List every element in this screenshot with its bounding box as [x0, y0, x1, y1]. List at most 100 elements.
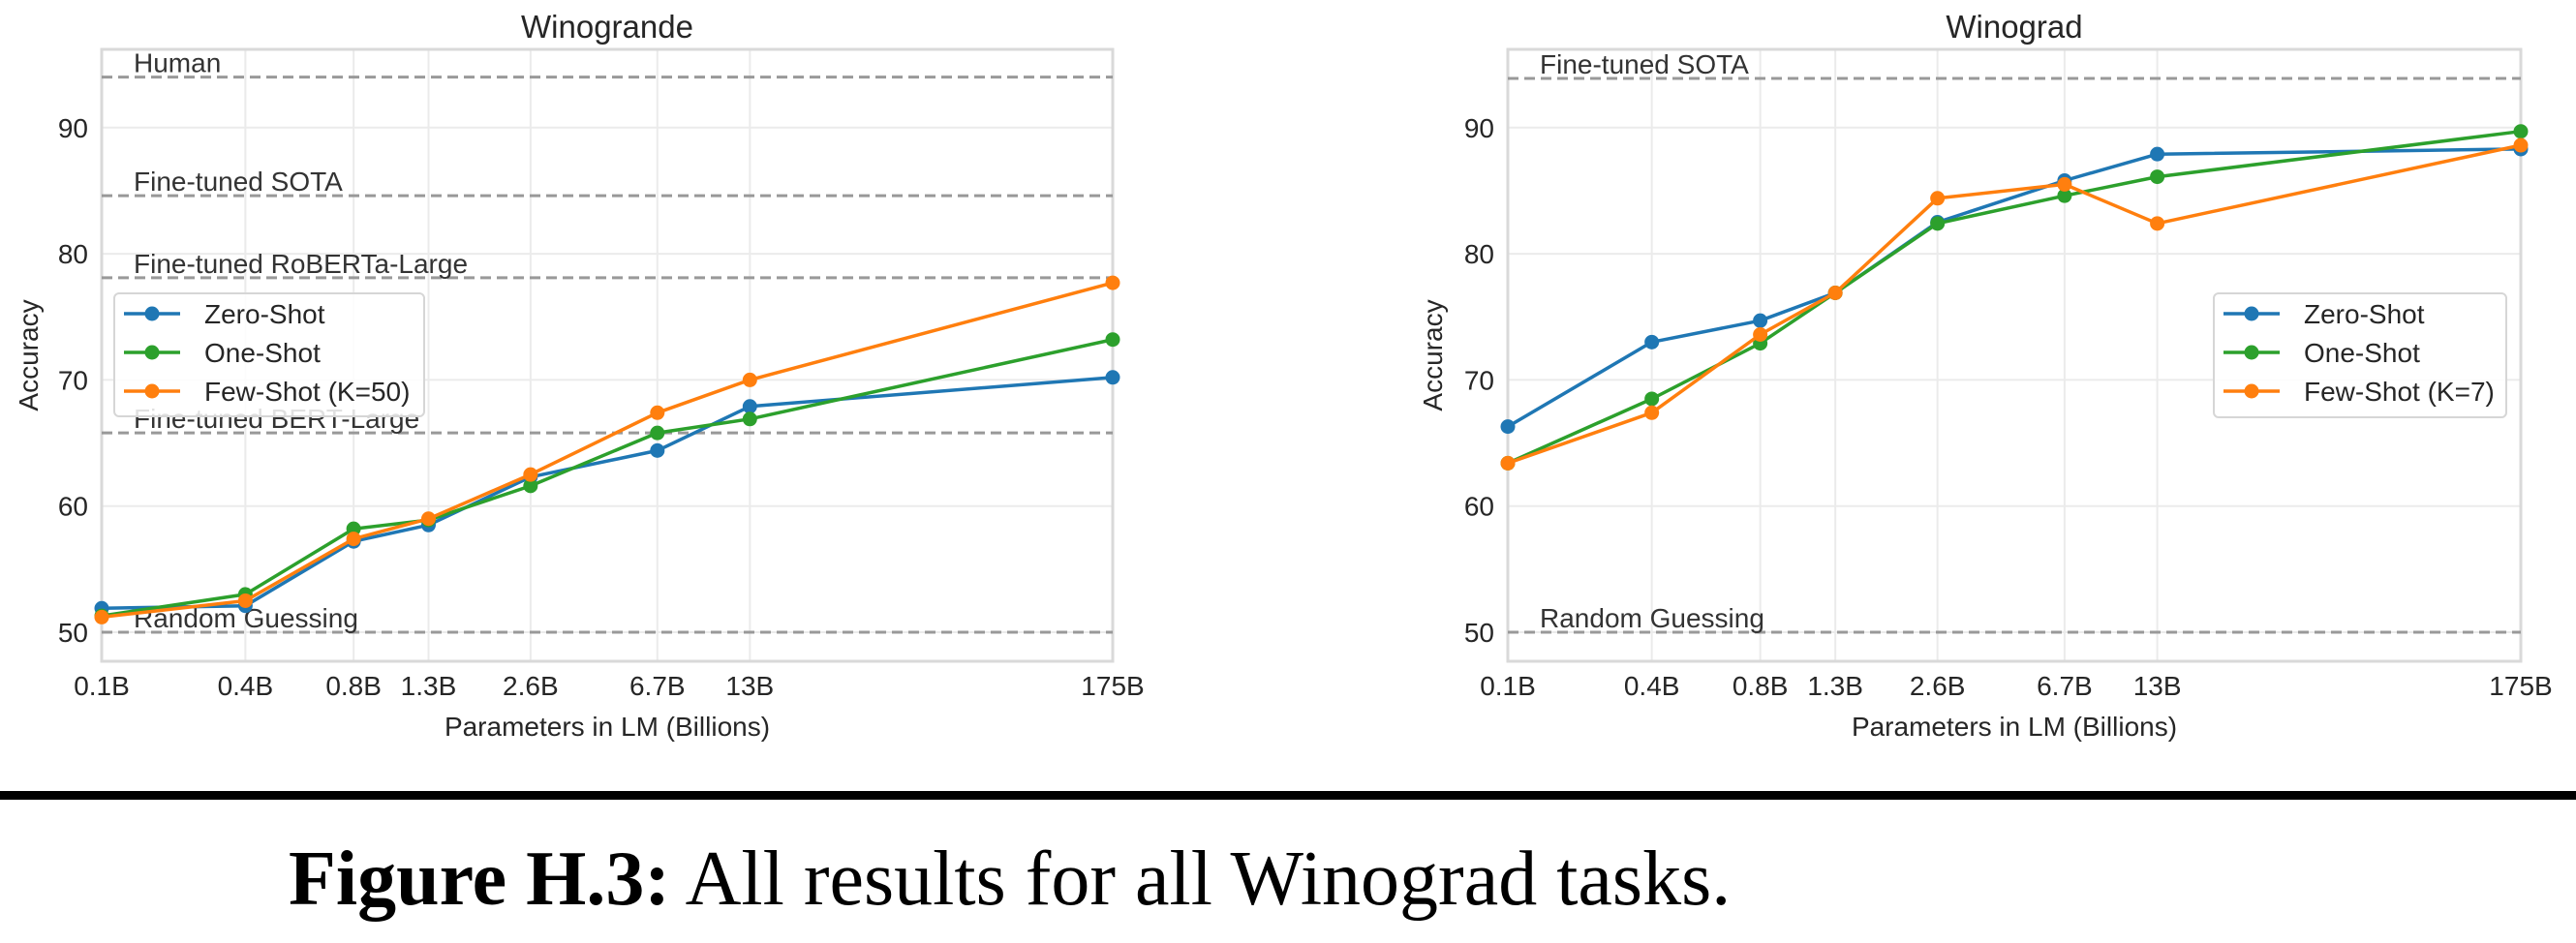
data-point-zero-shot [650, 442, 665, 458]
x-tick-label: 1.3B [1807, 671, 1863, 701]
x-tick-label: 2.6B [503, 671, 559, 701]
figure: Human Fine-tuned SOTA Fine-tuned RoBERTa-L… [14, 9, 2553, 742]
data-point-few-shot [650, 405, 665, 420]
x-axis-label: Parameters in LM (Billions) [445, 712, 770, 742]
data-point-few-shot [2057, 176, 2072, 192]
legend-marker-one-shot [2244, 345, 2259, 360]
x-tick-label: 13B [2133, 671, 2182, 701]
x-tick-label: 0.4B [218, 671, 274, 701]
y-axis-label: Accuracy [1418, 299, 1448, 411]
chart-winograd: Fine-tuned SOTA Random Guessing Winograd 50… [1418, 9, 2553, 742]
x-tick-label: 1.3B [401, 671, 457, 701]
data-point-few-shot [1105, 275, 1120, 290]
x-tick-label: 6.7B [629, 671, 686, 701]
reference-line-label: Random Guessing [1540, 603, 1764, 633]
chart-winogrande: Human Fine-tuned SOTA Fine-tuned RoBERTa-L… [14, 9, 1145, 742]
data-point-zero-shot [742, 399, 757, 414]
legend: Zero-Shot One-Shot Few-Shot (K=50) [113, 292, 425, 417]
y-tick-label: 80 [1464, 239, 1494, 269]
y-tick-label: 70 [1464, 365, 1494, 395]
data-point-few-shot [237, 593, 253, 608]
data-point-one-shot [1930, 216, 1946, 231]
legend-marker-one-shot [144, 345, 160, 360]
legend-item: Few-Shot (K=50) [124, 377, 410, 407]
legend-item: One-Shot [2223, 338, 2420, 368]
x-tick-label: 175B [1081, 671, 1144, 701]
series-line-one-shot [1507, 129, 2522, 465]
caption-label: Figure H.3: [289, 837, 671, 922]
data-point-one-shot [1105, 332, 1120, 348]
caption-text: All results for all Winograd tasks. [685, 837, 1732, 922]
data-point-few-shot [1827, 285, 1843, 300]
legend-item: Zero-Shot [2223, 299, 2425, 329]
figure-caption: Figure H.3: All results for all Winograd… [289, 840, 1731, 918]
data-point-one-shot [1644, 391, 1660, 407]
legend-label: Few-Shot (K=7) [2304, 377, 2495, 407]
reference-line-label: Fine-tuned RoBERTa-Large [134, 249, 468, 279]
legend-label: One-Shot [204, 338, 321, 368]
legend-marker-few-shot [2244, 383, 2259, 399]
legend-marker-zero-shot [2244, 306, 2259, 321]
legend-marker-few-shot [144, 383, 160, 399]
data-point-zero-shot [1753, 313, 1768, 328]
y-tick-label: 60 [1464, 492, 1494, 522]
data-point-one-shot [2057, 188, 2072, 203]
series-line-few-shot [1507, 143, 2522, 466]
x-axis-label: Parameters in LM (Billions) [1852, 712, 2177, 742]
data-point-one-shot [346, 521, 361, 536]
x-tick-label: 0.8B [1733, 671, 1789, 701]
data-point-zero-shot [1105, 370, 1120, 385]
x-tick-label: 0.1B [1480, 671, 1536, 701]
legend-label: One-Shot [2304, 338, 2420, 368]
x-tick-label: 0.8B [325, 671, 382, 701]
legend: Zero-Shot One-Shot Few-Shot (K=7) [2213, 292, 2507, 418]
y-tick-label: 60 [58, 492, 88, 522]
data-point-few-shot [94, 609, 109, 624]
plot-frame [1506, 47, 2523, 663]
section-rule [0, 791, 2576, 800]
x-tick-label: 2.6B [1910, 671, 1966, 701]
data-point-few-shot [1500, 455, 1516, 471]
y-tick-label: 80 [58, 239, 88, 269]
x-tick-label: 175B [2489, 671, 2552, 701]
data-point-one-shot [2150, 169, 2165, 185]
data-point-few-shot [2513, 137, 2529, 153]
legend-box [2213, 292, 2507, 418]
y-tick-label: 90 [1464, 113, 1494, 143]
data-point-one-shot [650, 425, 665, 441]
data-point-few-shot [346, 532, 361, 547]
chart-title: Winograd [1946, 9, 2082, 45]
legend-label: Few-Shot (K=50) [204, 377, 410, 407]
legend-marker-zero-shot [144, 306, 160, 321]
legend-item: One-Shot [124, 338, 321, 368]
data-point-zero-shot [1500, 419, 1516, 435]
legend-item: Few-Shot (K=7) [2223, 377, 2495, 407]
legend-label: Zero-Shot [204, 299, 325, 329]
data-point-few-shot [1753, 326, 1768, 342]
data-point-one-shot [523, 478, 538, 494]
legend-box [113, 292, 425, 417]
x-tick-label: 13B [725, 671, 774, 701]
y-tick-label: 50 [1464, 618, 1494, 648]
y-tick-label: 70 [58, 365, 88, 395]
series-line-zero-shot [101, 376, 1114, 611]
series-line-one-shot [101, 337, 1114, 618]
x-tick-label: 0.1B [74, 671, 130, 701]
y-axis-label: Accuracy [14, 299, 44, 411]
y-tick-label: 50 [58, 618, 88, 648]
data-point-few-shot [420, 511, 436, 527]
data-point-zero-shot [1644, 334, 1660, 350]
data-point-few-shot [1644, 405, 1660, 420]
data-point-few-shot [523, 467, 538, 482]
data-point-one-shot [2513, 124, 2529, 139]
legend-item: Zero-Shot [124, 299, 325, 329]
series-line-few-shot [101, 281, 1114, 620]
legend-label: Zero-Shot [2304, 299, 2425, 329]
data-point-few-shot [1930, 191, 1946, 206]
chart-title: Winogrande [521, 9, 693, 45]
reference-line-label: Human [134, 48, 221, 78]
plot-frame [100, 47, 1115, 663]
reference-line-label: Fine-tuned SOTA [1540, 49, 1749, 79]
data-point-one-shot [742, 411, 757, 427]
data-point-few-shot [2150, 216, 2165, 231]
